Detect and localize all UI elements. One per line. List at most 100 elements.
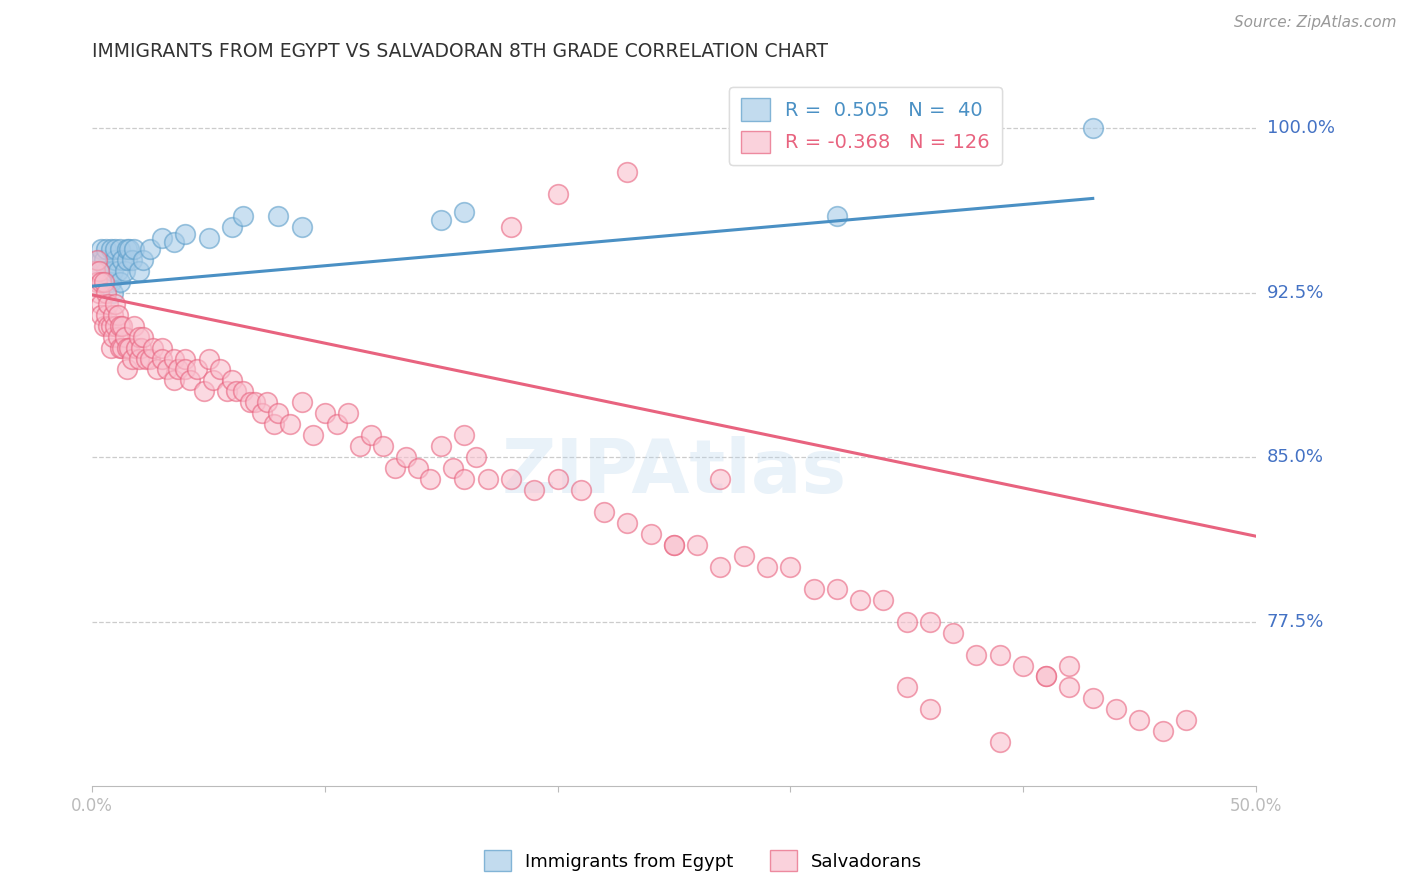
- Point: [108, 341, 131, 355]
- Point: [232, 384, 254, 399]
- Point: [162, 235, 184, 250]
- Point: [267, 406, 290, 420]
- Point: [547, 187, 569, 202]
- Point: [135, 351, 157, 366]
- Point: [94, 242, 117, 256]
- Point: [114, 264, 136, 278]
- Point: [167, 362, 190, 376]
- Point: [90, 242, 112, 256]
- Point: [128, 351, 150, 366]
- Point: [465, 450, 488, 465]
- Point: [121, 351, 143, 366]
- Point: [122, 318, 145, 333]
- Point: [419, 472, 441, 486]
- Point: [1174, 714, 1197, 728]
- Point: [86, 264, 108, 278]
- Point: [108, 318, 131, 333]
- Text: IMMIGRANTS FROM EGYPT VS SALVADORAN 8TH GRADE CORRELATION CHART: IMMIGRANTS FROM EGYPT VS SALVADORAN 8TH …: [93, 42, 828, 61]
- Point: [115, 242, 138, 256]
- Point: [547, 472, 569, 486]
- Point: [150, 351, 173, 366]
- Point: [1081, 121, 1104, 136]
- Point: [104, 318, 127, 333]
- Point: [107, 329, 129, 343]
- Point: [129, 341, 152, 355]
- Point: [430, 213, 453, 227]
- Point: [733, 549, 755, 563]
- Point: [803, 582, 825, 596]
- Point: [97, 275, 120, 289]
- Point: [93, 275, 115, 289]
- Point: [174, 351, 197, 366]
- Text: 92.5%: 92.5%: [1267, 284, 1324, 301]
- Point: [93, 275, 115, 289]
- Point: [453, 204, 475, 219]
- Point: [132, 252, 155, 267]
- Point: [115, 362, 138, 376]
- Point: [1035, 669, 1057, 683]
- Point: [101, 285, 124, 300]
- Point: [225, 384, 247, 399]
- Point: [256, 395, 278, 409]
- Point: [150, 341, 173, 355]
- Point: [186, 362, 208, 376]
- Point: [104, 296, 127, 310]
- Point: [89, 285, 111, 300]
- Point: [709, 472, 731, 486]
- Point: [90, 296, 112, 310]
- Point: [709, 559, 731, 574]
- Point: [1081, 691, 1104, 706]
- Point: [593, 505, 616, 519]
- Point: [197, 351, 219, 366]
- Point: [86, 252, 108, 267]
- Point: [101, 264, 124, 278]
- Point: [162, 351, 184, 366]
- Point: [232, 209, 254, 223]
- Point: [150, 231, 173, 245]
- Point: [441, 461, 464, 475]
- Point: [89, 252, 111, 267]
- Point: [139, 351, 162, 366]
- Point: [221, 219, 243, 234]
- Point: [499, 472, 522, 486]
- Point: [86, 275, 108, 289]
- Point: [107, 264, 129, 278]
- Point: [94, 264, 117, 278]
- Point: [291, 395, 314, 409]
- Point: [90, 252, 112, 267]
- Point: [118, 242, 141, 256]
- Point: [111, 341, 134, 355]
- Point: [94, 308, 117, 322]
- Point: [93, 252, 115, 267]
- Point: [179, 374, 201, 388]
- Point: [115, 341, 138, 355]
- Point: [108, 275, 131, 289]
- Point: [616, 516, 638, 530]
- Point: [132, 329, 155, 343]
- Point: [1035, 669, 1057, 683]
- Point: [616, 165, 638, 179]
- Point: [100, 318, 122, 333]
- Point: [121, 252, 143, 267]
- Point: [918, 702, 941, 716]
- Point: [325, 417, 347, 432]
- Point: [872, 592, 894, 607]
- Text: Source: ZipAtlas.com: Source: ZipAtlas.com: [1233, 15, 1396, 30]
- Point: [156, 362, 179, 376]
- Point: [1059, 681, 1081, 695]
- Point: [90, 308, 112, 322]
- Point: [942, 625, 965, 640]
- Point: [107, 308, 129, 322]
- Point: [499, 219, 522, 234]
- Point: [430, 439, 453, 453]
- Point: [146, 362, 169, 376]
- Point: [825, 582, 848, 596]
- Point: [139, 242, 162, 256]
- Point: [174, 362, 197, 376]
- Point: [97, 296, 120, 310]
- Point: [239, 395, 262, 409]
- Point: [104, 252, 127, 267]
- Point: [83, 264, 105, 278]
- Point: [371, 439, 394, 453]
- Point: [918, 615, 941, 629]
